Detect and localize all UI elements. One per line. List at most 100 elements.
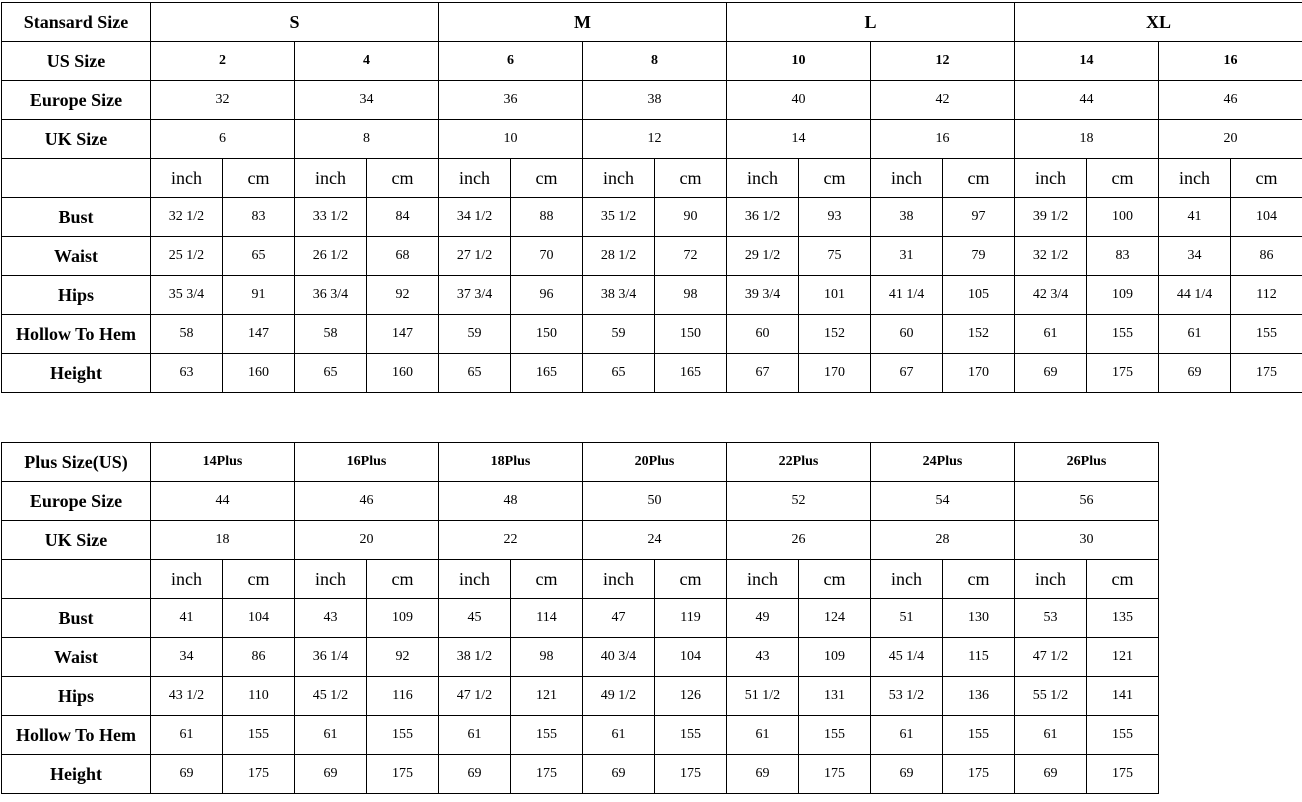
measurement-value: 175: [510, 754, 583, 794]
unit-header: cm: [1086, 559, 1159, 599]
uk-size-label: UK Size: [1, 119, 151, 159]
measurement-value: 175: [1086, 353, 1160, 393]
unit-header: cm: [510, 559, 583, 599]
measurement-value: 43 1/2: [150, 676, 223, 716]
measurement-value: 96: [510, 275, 584, 315]
measurement-row: Height 69 175 69 175 69 175 69 175 69 175 69 175 69 17…: [1, 754, 1159, 794]
measurement-value: 69: [1014, 353, 1088, 393]
measurement-value: 88: [510, 197, 584, 237]
measurement-value: 69: [870, 754, 943, 794]
measurement-value: 83: [222, 197, 295, 237]
measurement-value: 110: [222, 676, 295, 716]
measurement-value: 26 1/2: [294, 236, 367, 276]
measurement-value: 97: [942, 197, 1016, 237]
europe-size-cell: 32: [150, 80, 295, 120]
europe-size-cell: 40: [726, 80, 872, 120]
measurement-value: 58: [150, 314, 223, 354]
measurement-value: 69: [726, 754, 799, 794]
unit-header: inch: [870, 158, 944, 198]
uk-size-cell: 22: [438, 520, 583, 560]
measurement-value: 47: [582, 598, 655, 638]
measurement-value: 135: [1086, 598, 1159, 638]
uk-size-cell: 8: [293, 119, 440, 159]
uk-size-cell: 30: [1014, 520, 1159, 560]
measurement-value: 175: [654, 754, 727, 794]
europe-size-cell: 34: [293, 80, 440, 120]
measurement-value: 34: [150, 637, 223, 677]
unit-header: cm: [798, 559, 871, 599]
size-group-header: L: [726, 2, 1016, 42]
measurement-value: 61: [870, 715, 943, 755]
measurement-value: 136: [942, 676, 1015, 716]
unit-header: cm: [1086, 158, 1160, 198]
measurement-value: 40 3/4: [582, 637, 655, 677]
measurement-value: 155: [1230, 314, 1302, 354]
measurement-value: 63: [150, 353, 223, 393]
measurement-value: 69: [1014, 754, 1087, 794]
measurement-value: 32 1/2: [1014, 236, 1088, 276]
measurement-value: 49 1/2: [582, 676, 655, 716]
europe-size-cell: 52: [726, 481, 871, 521]
plus-size-cell: 24Plus: [870, 442, 1015, 482]
measurement-value: 61: [150, 715, 223, 755]
measurement-label: Height: [1, 754, 151, 794]
unit-header: cm: [942, 158, 1016, 198]
measurement-value: 35 3/4: [150, 275, 223, 315]
measurement-value: 126: [654, 676, 727, 716]
measurement-value: 61: [438, 715, 511, 755]
size-group-header: M: [438, 2, 728, 42]
measurement-value: 175: [222, 754, 295, 794]
standard-size-table: Stansard Size S M L XL US Size 2 4 6 8 10 12 14 16 Eur…: [1, 2, 1302, 393]
us-size-cell: 4: [293, 41, 440, 81]
measurement-label: Hollow To Hem: [1, 715, 151, 755]
measurement-row: Hips 43 1/2 110 45 1/2 116 47 1/2 121 49 1/2 126…: [1, 676, 1159, 716]
measurement-value: 47 1/2: [438, 676, 511, 716]
unit-header: inch: [726, 158, 800, 198]
measurement-value: 61: [294, 715, 367, 755]
europe-size-cell: 44: [1014, 80, 1160, 120]
measurement-value: 35 1/2: [582, 197, 656, 237]
us-size-cell: 8: [582, 41, 728, 81]
measurement-value: 43: [294, 598, 367, 638]
measurement-value: 28 1/2: [582, 236, 656, 276]
measurement-value: 34: [1158, 236, 1232, 276]
uk-size-row: UK Size 18 20 22 24 26 28 30: [1, 520, 1159, 560]
measurement-value: 53: [1014, 598, 1087, 638]
measurement-value: 39 1/2: [1014, 197, 1088, 237]
plus-size-cell: 22Plus: [726, 442, 871, 482]
measurement-value: 51 1/2: [726, 676, 799, 716]
europe-size-cell: 54: [870, 481, 1015, 521]
unit-header: inch: [294, 158, 367, 198]
measurement-value: 98: [510, 637, 583, 677]
measurement-value: 59: [582, 314, 656, 354]
measurement-value: 65: [582, 353, 656, 393]
measurement-value: 141: [1086, 676, 1159, 716]
us-size-cell: 6: [438, 41, 584, 81]
unit-header: cm: [654, 158, 728, 198]
europe-size-row: Europe Size 44 46 48 50 52 54 56: [1, 481, 1159, 521]
unit-header: inch: [726, 559, 799, 599]
unit-row: inch cm inch cm inch cm inch cm inch cm inch cm inch…: [1, 158, 1302, 198]
measurement-value: 25 1/2: [150, 236, 223, 276]
measurement-value: 175: [366, 754, 439, 794]
measurement-value: 65: [438, 353, 512, 393]
measurement-value: 45 1/2: [294, 676, 367, 716]
europe-size-label: Europe Size: [1, 481, 151, 521]
uk-size-cell: 28: [870, 520, 1015, 560]
europe-size-cell: 44: [150, 481, 295, 521]
measurement-label: Hollow To Hem: [1, 314, 151, 354]
unit-header: inch: [1014, 158, 1088, 198]
measurement-value: 61: [1014, 715, 1087, 755]
measurement-value: 83: [1086, 236, 1160, 276]
measurement-value: 155: [1086, 314, 1160, 354]
measurement-value: 67: [726, 353, 800, 393]
measurement-value: 165: [510, 353, 584, 393]
measurement-label: Waist: [1, 236, 151, 276]
size-group-header: XL: [1014, 2, 1302, 42]
plus-size-cell: 18Plus: [438, 442, 583, 482]
measurement-value: 155: [222, 715, 295, 755]
uk-size-cell: 6: [150, 119, 295, 159]
europe-size-cell: 50: [582, 481, 727, 521]
unit-header: cm: [942, 559, 1015, 599]
unit-header: cm: [798, 158, 872, 198]
